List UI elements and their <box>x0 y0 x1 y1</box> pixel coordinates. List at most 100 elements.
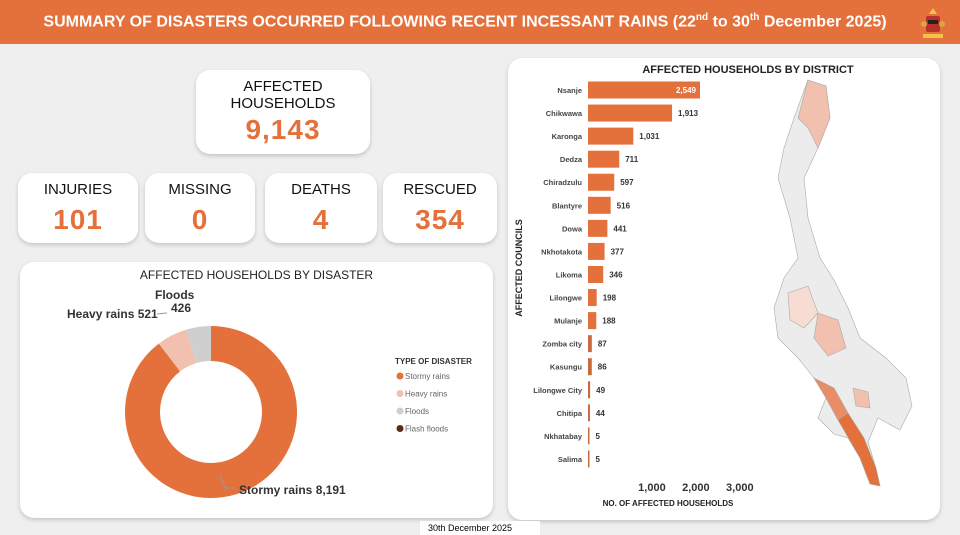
data-label: 49 <box>596 386 605 395</box>
donut-chart-card: AFFECTED HOUSEHOLDS BY DISASTER Stormy r… <box>20 262 493 518</box>
kpi-missing: MISSING 0 <box>145 173 255 243</box>
bar <box>588 196 611 214</box>
header-banner: SUMMARY OF DISASTERS OCCURRED FOLLOWING … <box>0 0 960 44</box>
legend-swatch <box>396 425 404 432</box>
legend-swatch <box>396 390 404 397</box>
data-label: 426 <box>171 301 191 315</box>
bar <box>588 104 673 122</box>
kpi-rescued: RESCUED 354 <box>383 173 497 243</box>
data-label: 1,031 <box>639 132 660 141</box>
bar <box>588 127 634 145</box>
malawi-map <box>773 79 913 487</box>
leader-line <box>156 312 168 315</box>
bar <box>588 242 605 260</box>
axis-label-x: NO. OF AFFECTED HOUSEHOLDS <box>603 499 734 508</box>
legend-item: Stormy rains <box>405 372 450 381</box>
category-label: Chitipa <box>557 409 583 418</box>
bar <box>588 219 608 237</box>
data-label: 5 <box>596 455 601 464</box>
bar <box>588 404 590 422</box>
donut-slice <box>124 326 297 498</box>
category-label: Dedza <box>560 155 583 164</box>
data-label: Stormy rains 8,191 <box>239 483 346 497</box>
kpi-label: AFFECTED HOUSEHOLDS <box>230 78 336 112</box>
donut-slice <box>158 329 197 372</box>
category-label: Karonga <box>552 132 583 141</box>
category-label: Kasungu <box>550 363 583 372</box>
kpi-affected-households: AFFECTED HOUSEHOLDS 9,143 <box>196 70 370 154</box>
bar <box>588 265 604 283</box>
kpi-value: 101 <box>53 203 103 235</box>
category-label: Nkhotakota <box>541 247 583 256</box>
legend-swatch <box>396 372 404 380</box>
x-tick-label: 2,000 <box>682 482 710 494</box>
data-label: 597 <box>620 178 634 187</box>
chart-title: AFFECTED HOUSEHOLDS BY DISASTER <box>139 268 374 282</box>
category-label: Dowa <box>562 224 583 233</box>
data-label: Floods <box>155 288 195 302</box>
district-dedza <box>813 312 847 357</box>
data-label: 5 <box>596 432 601 441</box>
category-label: Zomba city <box>542 340 582 349</box>
category-label: Salima <box>558 455 583 464</box>
footer-date: 30th December 2025 <box>420 521 540 535</box>
category-label: Lilongwe <box>550 294 583 303</box>
x-tick-label: 3,000 <box>726 482 754 494</box>
bar <box>588 173 615 191</box>
data-label: 346 <box>609 270 623 279</box>
kpi-label: RESCUED <box>403 180 477 198</box>
data-label: 2,549 <box>676 86 697 95</box>
donut-slice <box>186 326 211 364</box>
data-label: 441 <box>613 224 627 233</box>
kpi-value: 354 <box>415 203 465 235</box>
bar <box>588 381 591 399</box>
legend-item: Flash floods <box>405 425 448 434</box>
district-chikwawa <box>813 377 849 421</box>
district-dowa <box>787 285 819 329</box>
legend-title: TYPE OF DISASTER <box>395 357 472 366</box>
category-label: Lilongwe City <box>533 386 583 395</box>
category-label: Chikwawa <box>546 109 583 118</box>
data-label: 188 <box>602 317 616 326</box>
bar-chart-card: AFFECTED HOUSEHOLDS BY DISTRICT AFFECTED… <box>508 58 940 520</box>
category-label: Mulanje <box>554 317 582 326</box>
data-label: 198 <box>603 294 617 303</box>
data-label: Heavy rains 521 <box>67 307 158 321</box>
coat-of-arms-logo <box>921 8 945 38</box>
bar <box>588 81 700 99</box>
kpi-value: 4 <box>312 203 330 235</box>
bar <box>588 427 590 445</box>
page-title: SUMMARY OF DISASTERS OCCURRED FOLLOWING … <box>43 12 887 31</box>
data-label: 44 <box>596 409 605 418</box>
bar <box>588 150 620 168</box>
kpi-injuries: INJURIES 101 <box>18 173 138 243</box>
legend-swatch <box>396 407 404 415</box>
bar <box>588 312 597 330</box>
bar <box>588 358 592 376</box>
axis-label-y: AFFECTED COUNCILS <box>514 219 524 317</box>
data-label: 516 <box>617 201 631 210</box>
bar <box>588 289 597 307</box>
district-blantyre <box>852 387 871 409</box>
category-label: Nkhatabay <box>544 432 583 441</box>
data-label: 1,913 <box>678 109 699 118</box>
category-label: Blantyre <box>552 201 582 210</box>
data-label: 377 <box>611 247 625 256</box>
district-nsanje <box>825 397 881 487</box>
kpi-label: MISSING <box>168 180 232 198</box>
kpi-value: 9,143 <box>245 114 321 145</box>
legend-item: Floods <box>405 407 429 416</box>
bar <box>588 335 592 353</box>
category-label: Chiradzulu <box>543 178 582 187</box>
x-tick-label: 1,000 <box>638 482 666 494</box>
data-label: 711 <box>625 155 638 164</box>
data-label: 86 <box>598 363 607 372</box>
bar-chart: AFFECTED COUNCILS Nsanje 2,549 Chikwawa 1,91… <box>514 79 913 508</box>
kpi-deaths: DEATHS 4 <box>265 173 377 243</box>
kpi-label: INJURIES <box>43 180 113 198</box>
legend-item: Heavy rains <box>405 390 447 399</box>
leader-line <box>219 475 236 489</box>
bar <box>588 450 590 468</box>
kpi-label: DEATHS <box>291 180 351 198</box>
